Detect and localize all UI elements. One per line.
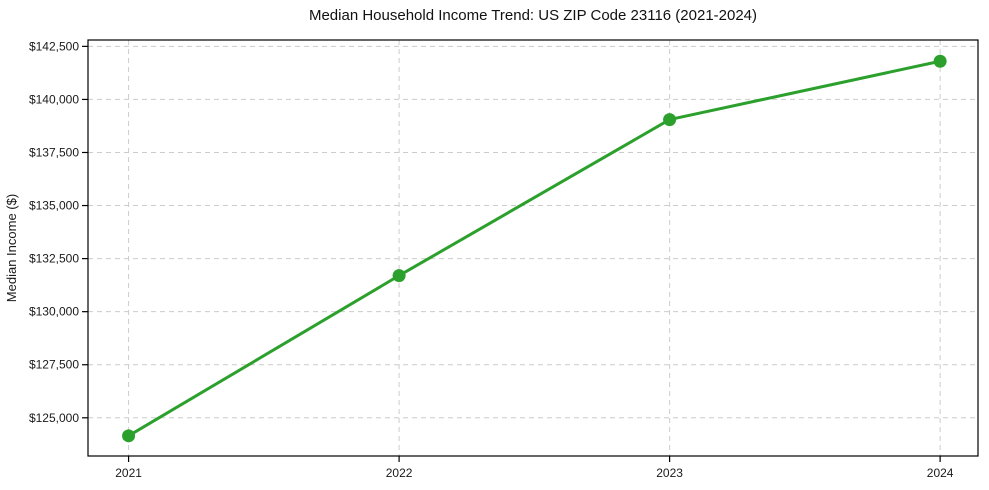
axes-spines	[87, 39, 979, 457]
x-tick-label: 2022	[386, 466, 413, 480]
data-point-2024	[933, 54, 947, 68]
y-tick-label: $125,000	[29, 411, 79, 425]
y-tick-label: $142,500	[29, 39, 79, 53]
chart-title: Median Household Income Trend: US ZIP Co…	[308, 7, 758, 24]
x-tick-label: 2024	[927, 466, 954, 480]
y-tick-label: $132,500	[29, 252, 79, 266]
y-tick-label: $127,500	[29, 358, 79, 372]
data-point-2021	[122, 429, 136, 443]
x-tick-label: 2023	[656, 466, 683, 480]
trend-line	[127, 59, 942, 438]
data-point-2022	[392, 269, 406, 283]
y-tick-label: $130,000	[29, 305, 79, 319]
y-axis-label: Median Income ($)	[4, 194, 19, 302]
y-tick-label: $137,500	[29, 145, 79, 159]
x-tick-label: 2021	[115, 466, 142, 480]
y-tick-label: $135,000	[29, 199, 79, 213]
data-point-2023	[663, 113, 677, 127]
y-tick-label: $140,000	[29, 92, 79, 106]
